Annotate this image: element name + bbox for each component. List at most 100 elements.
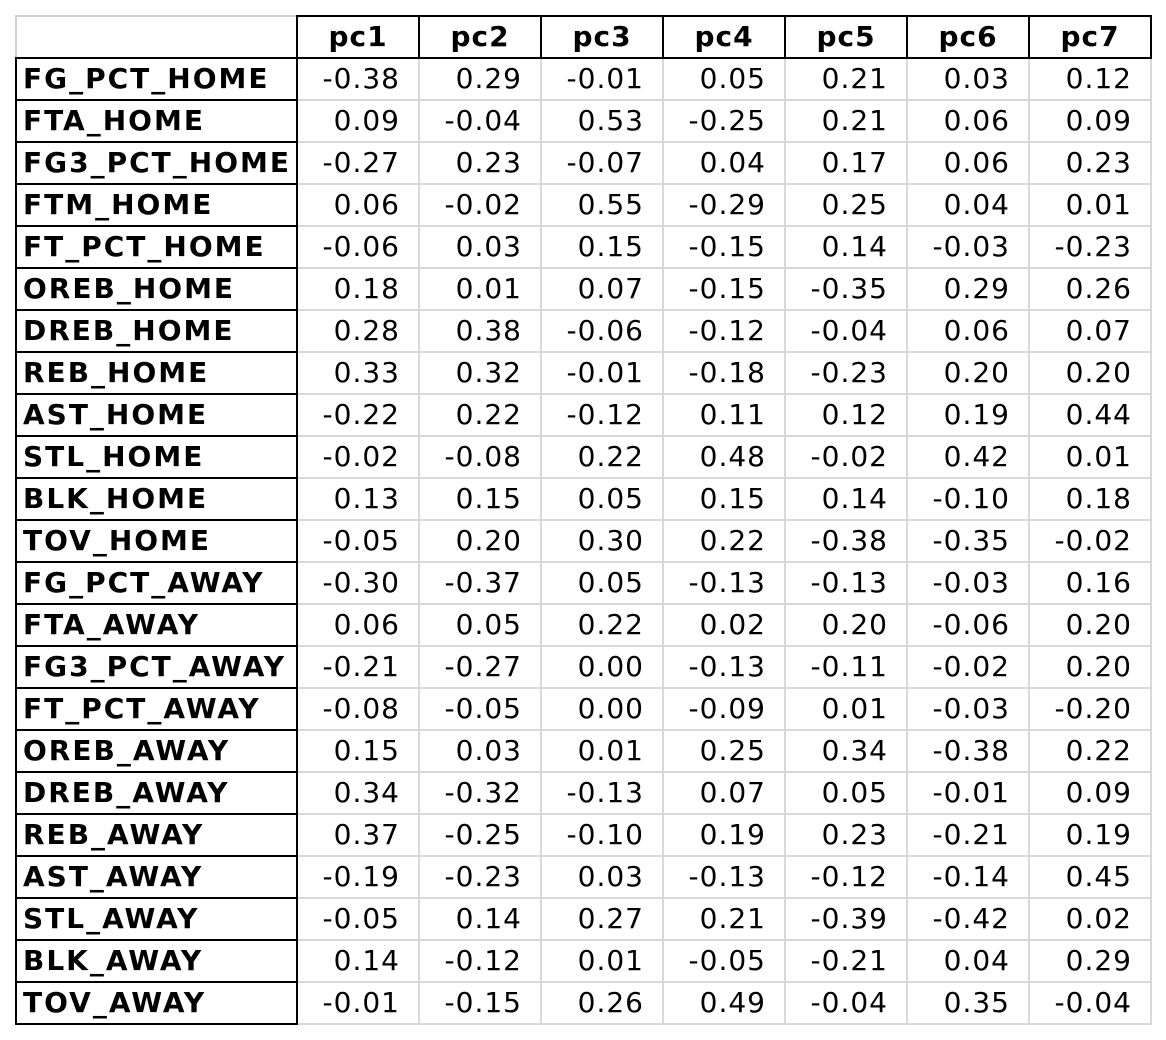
loading-cell: 0.07	[541, 268, 664, 311]
loading-cell: -0.25	[419, 814, 542, 857]
loading-cell: 0.29	[907, 268, 1030, 311]
loading-cell: -0.08	[297, 688, 420, 731]
loading-cell: 0.20	[907, 352, 1030, 395]
loading-cell: -0.06	[541, 310, 664, 353]
loading-cell: 0.12	[785, 394, 908, 437]
row-label: REB_AWAY	[15, 813, 298, 857]
loading-cell: -0.15	[419, 982, 542, 1025]
loading-cell: -0.27	[419, 646, 542, 689]
loading-cell: -0.02	[907, 646, 1030, 689]
loading-cell: 0.29	[419, 58, 542, 101]
row-label: FG_PCT_AWAY	[15, 561, 298, 605]
loading-cell: -0.21	[297, 646, 420, 689]
loading-cell: -0.03	[907, 226, 1030, 269]
loading-cell: -0.09	[663, 688, 786, 731]
table-row: OREB_HOME 0.18 0.01 0.07 -0.15 -0.35 0.29 0.26	[15, 267, 1152, 311]
loading-cell: -0.42	[907, 898, 1030, 941]
table-row: BLK_HOME 0.13 0.15 0.05 0.15 0.14 -0.10 0.18	[15, 477, 1152, 521]
loading-cell: 0.29	[1029, 940, 1152, 983]
table-row: FG3_PCT_HOME -0.27 0.23 -0.07 0.04 0.17 0.06 0.…	[15, 141, 1152, 185]
loading-cell: -0.35	[907, 520, 1030, 563]
loading-cell: 0.14	[297, 940, 420, 983]
loading-cell: -0.13	[663, 646, 786, 689]
loading-cell: 0.06	[907, 310, 1030, 353]
column-header-pc2: pc2	[418, 15, 542, 59]
loading-cell: 0.38	[419, 310, 542, 353]
loading-cell: -0.02	[419, 184, 542, 227]
loading-cell: 0.00	[541, 688, 664, 731]
loading-cell: 0.45	[1029, 856, 1152, 899]
loading-cell: 0.22	[541, 604, 664, 647]
loading-cell: 0.17	[785, 142, 908, 185]
loading-cell: -0.13	[663, 856, 786, 899]
pca-loadings-table: pc1 pc2 pc3 pc4 pc5 pc6 pc7 FG_PCT_HOME -0.38 0.…	[15, 15, 1152, 1025]
loading-cell: 0.01	[541, 940, 664, 983]
row-label: REB_HOME	[15, 351, 298, 395]
loading-cell: -0.11	[785, 646, 908, 689]
table-row: REB_HOME 0.33 0.32 -0.01 -0.18 -0.23 0.20 0.20	[15, 351, 1152, 395]
loading-cell: 0.05	[785, 772, 908, 815]
loading-cell: -0.03	[907, 688, 1030, 731]
loading-cell: 0.06	[907, 142, 1030, 185]
loading-cell: -0.23	[1029, 226, 1152, 269]
loading-cell: 0.53	[541, 100, 664, 143]
loading-cell: 0.25	[785, 184, 908, 227]
loading-cell: 0.22	[541, 436, 664, 479]
loading-cell: 0.55	[541, 184, 664, 227]
loading-cell: 0.13	[297, 478, 420, 521]
table-row: DREB_AWAY 0.34 -0.32 -0.13 0.07 0.05 -0.01 0.09	[15, 771, 1152, 815]
loading-cell: 0.02	[1029, 898, 1152, 941]
loading-cell: -0.04	[785, 982, 908, 1025]
column-header-pc3: pc3	[540, 15, 664, 59]
loading-cell: 0.04	[663, 142, 786, 185]
table-row: FT_PCT_HOME -0.06 0.03 0.15 -0.15 0.14 -0.03 -0…	[15, 225, 1152, 269]
loading-cell: -0.12	[541, 394, 664, 437]
loading-cell: 0.06	[907, 100, 1030, 143]
loading-cell: -0.04	[785, 310, 908, 353]
loading-cell: -0.25	[663, 100, 786, 143]
loading-cell: 0.07	[663, 772, 786, 815]
loading-cell: 0.18	[1029, 478, 1152, 521]
loading-cell: -0.06	[907, 604, 1030, 647]
loadings-table-container: pc1 pc2 pc3 pc4 pc5 pc6 pc7 FG_PCT_HOME -0.38 0.…	[15, 15, 1152, 1025]
loading-cell: 0.15	[297, 730, 420, 773]
row-label: FTM_HOME	[15, 183, 298, 227]
loading-cell: 0.09	[1029, 772, 1152, 815]
column-header-pc5: pc5	[784, 15, 908, 59]
loading-cell: -0.18	[663, 352, 786, 395]
loading-cell: -0.20	[1029, 688, 1152, 731]
row-label: FT_PCT_HOME	[15, 225, 298, 269]
table-row: TOV_HOME -0.05 0.20 0.30 0.22 -0.38 -0.35 -0.02	[15, 519, 1152, 563]
loading-cell: 0.01	[419, 268, 542, 311]
loading-cell: -0.12	[419, 940, 542, 983]
loading-cell: 0.20	[1029, 352, 1152, 395]
loading-cell: -0.22	[297, 394, 420, 437]
loading-cell: -0.05	[297, 898, 420, 941]
loading-cell: -0.38	[907, 730, 1030, 773]
row-label: FG3_PCT_HOME	[15, 141, 298, 185]
loading-cell: -0.12	[663, 310, 786, 353]
loading-cell: -0.01	[297, 982, 420, 1025]
loading-cell: 0.19	[663, 814, 786, 857]
loading-cell: -0.13	[541, 772, 664, 815]
loading-cell: -0.12	[785, 856, 908, 899]
loading-cell: -0.14	[907, 856, 1030, 899]
loading-cell: 0.28	[297, 310, 420, 353]
table-row: OREB_AWAY 0.15 0.03 0.01 0.25 0.34 -0.38 0.22	[15, 729, 1152, 773]
loading-cell: 0.04	[907, 940, 1030, 983]
table-row: FTA_HOME 0.09 -0.04 0.53 -0.25 0.21 0.06 0.09	[15, 99, 1152, 143]
table-row: REB_AWAY 0.37 -0.25 -0.10 0.19 0.23 -0.21 0.19	[15, 813, 1152, 857]
loading-cell: -0.06	[297, 226, 420, 269]
loading-cell: 0.32	[419, 352, 542, 395]
loading-cell: 0.35	[907, 982, 1030, 1025]
loading-cell: 0.18	[297, 268, 420, 311]
row-label: TOV_AWAY	[15, 981, 298, 1025]
column-header-pc7: pc7	[1028, 15, 1152, 59]
row-label: OREB_AWAY	[15, 729, 298, 773]
loading-cell: 0.05	[541, 478, 664, 521]
loading-cell: 0.12	[1029, 58, 1152, 101]
table-row: FTA_AWAY 0.06 0.05 0.22 0.02 0.20 -0.06 0.20	[15, 603, 1152, 647]
loading-cell: 0.22	[663, 520, 786, 563]
loading-cell: 0.06	[297, 604, 420, 647]
loading-cell: -0.15	[663, 268, 786, 311]
